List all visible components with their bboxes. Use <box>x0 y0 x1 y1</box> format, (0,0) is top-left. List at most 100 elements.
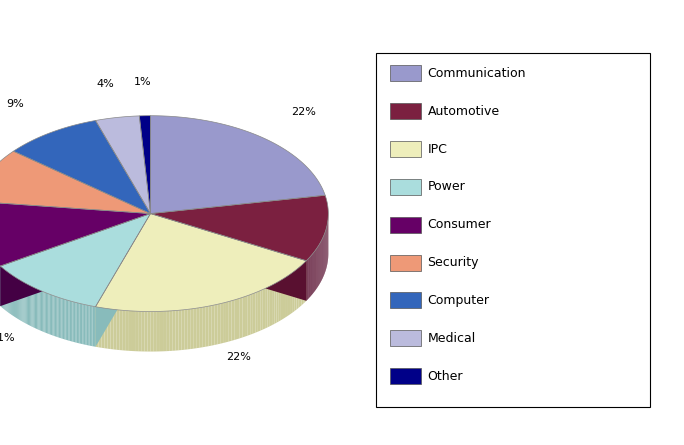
Polygon shape <box>71 301 73 342</box>
Polygon shape <box>0 266 1 307</box>
Polygon shape <box>70 301 71 341</box>
Polygon shape <box>302 264 303 305</box>
Text: Security: Security <box>428 256 479 269</box>
Polygon shape <box>307 259 308 300</box>
Polygon shape <box>78 303 79 344</box>
Polygon shape <box>28 284 29 325</box>
Polygon shape <box>96 116 150 214</box>
Polygon shape <box>17 279 18 319</box>
Polygon shape <box>295 270 296 311</box>
Polygon shape <box>309 257 310 298</box>
Polygon shape <box>181 310 185 350</box>
Polygon shape <box>263 288 265 330</box>
Text: 11%: 11% <box>376 249 400 259</box>
Text: 1%: 1% <box>134 77 152 86</box>
Polygon shape <box>43 292 44 332</box>
Polygon shape <box>0 214 150 307</box>
Polygon shape <box>296 268 298 310</box>
Polygon shape <box>64 299 66 340</box>
Polygon shape <box>215 304 218 345</box>
Polygon shape <box>91 306 92 346</box>
Text: Automotive: Automotive <box>428 105 499 118</box>
Bar <box>390 141 421 157</box>
Polygon shape <box>150 214 306 301</box>
Polygon shape <box>148 312 150 352</box>
Polygon shape <box>1 267 2 307</box>
Text: Communication: Communication <box>428 67 526 80</box>
Polygon shape <box>0 201 150 266</box>
Polygon shape <box>46 293 47 333</box>
Bar <box>390 217 421 233</box>
Polygon shape <box>90 306 91 346</box>
Polygon shape <box>218 303 220 344</box>
Polygon shape <box>79 303 81 344</box>
Polygon shape <box>96 307 98 347</box>
Polygon shape <box>185 309 187 350</box>
Polygon shape <box>66 299 67 340</box>
Polygon shape <box>289 274 291 315</box>
Polygon shape <box>276 281 279 323</box>
Polygon shape <box>154 312 157 352</box>
Polygon shape <box>150 195 328 261</box>
Polygon shape <box>107 308 111 349</box>
Polygon shape <box>111 309 114 349</box>
Bar <box>390 179 421 195</box>
Polygon shape <box>77 303 78 343</box>
Polygon shape <box>166 311 169 351</box>
Text: 9%: 9% <box>7 99 25 109</box>
Bar <box>390 292 421 308</box>
Polygon shape <box>68 300 70 341</box>
Polygon shape <box>305 261 306 302</box>
Polygon shape <box>272 284 274 325</box>
Polygon shape <box>92 306 94 347</box>
Text: Other: Other <box>428 369 463 383</box>
Polygon shape <box>150 214 306 301</box>
Polygon shape <box>114 309 116 350</box>
Polygon shape <box>59 298 60 338</box>
Polygon shape <box>29 285 30 326</box>
Text: 22%: 22% <box>226 352 251 361</box>
Polygon shape <box>0 214 150 306</box>
Polygon shape <box>116 310 120 350</box>
Polygon shape <box>283 278 285 319</box>
Polygon shape <box>194 308 197 348</box>
Polygon shape <box>36 288 37 329</box>
Polygon shape <box>250 294 253 335</box>
Text: Power: Power <box>428 180 465 194</box>
Polygon shape <box>27 284 28 324</box>
Polygon shape <box>211 305 215 346</box>
Polygon shape <box>14 121 150 214</box>
Polygon shape <box>34 287 35 328</box>
Polygon shape <box>261 290 263 331</box>
Polygon shape <box>237 298 239 339</box>
Polygon shape <box>206 306 209 347</box>
Bar <box>376 53 650 407</box>
Polygon shape <box>8 272 9 313</box>
Polygon shape <box>56 296 57 337</box>
Text: Computer: Computer <box>428 294 490 307</box>
Polygon shape <box>87 305 88 345</box>
Polygon shape <box>279 280 281 321</box>
Polygon shape <box>144 312 148 352</box>
Polygon shape <box>308 258 309 299</box>
Polygon shape <box>267 286 269 328</box>
Text: Consumer: Consumer <box>428 218 491 231</box>
Polygon shape <box>12 275 13 316</box>
Polygon shape <box>0 214 150 306</box>
Polygon shape <box>202 307 206 347</box>
Polygon shape <box>53 295 55 336</box>
Bar <box>390 65 421 81</box>
Polygon shape <box>50 294 51 335</box>
Polygon shape <box>235 299 237 340</box>
Polygon shape <box>150 116 325 214</box>
Polygon shape <box>163 311 166 351</box>
Polygon shape <box>21 281 23 322</box>
Polygon shape <box>26 283 27 324</box>
Polygon shape <box>96 214 306 312</box>
Polygon shape <box>226 302 228 342</box>
Bar <box>390 368 421 384</box>
Polygon shape <box>135 311 138 351</box>
Polygon shape <box>197 307 200 348</box>
Polygon shape <box>15 277 16 318</box>
Polygon shape <box>274 283 276 324</box>
